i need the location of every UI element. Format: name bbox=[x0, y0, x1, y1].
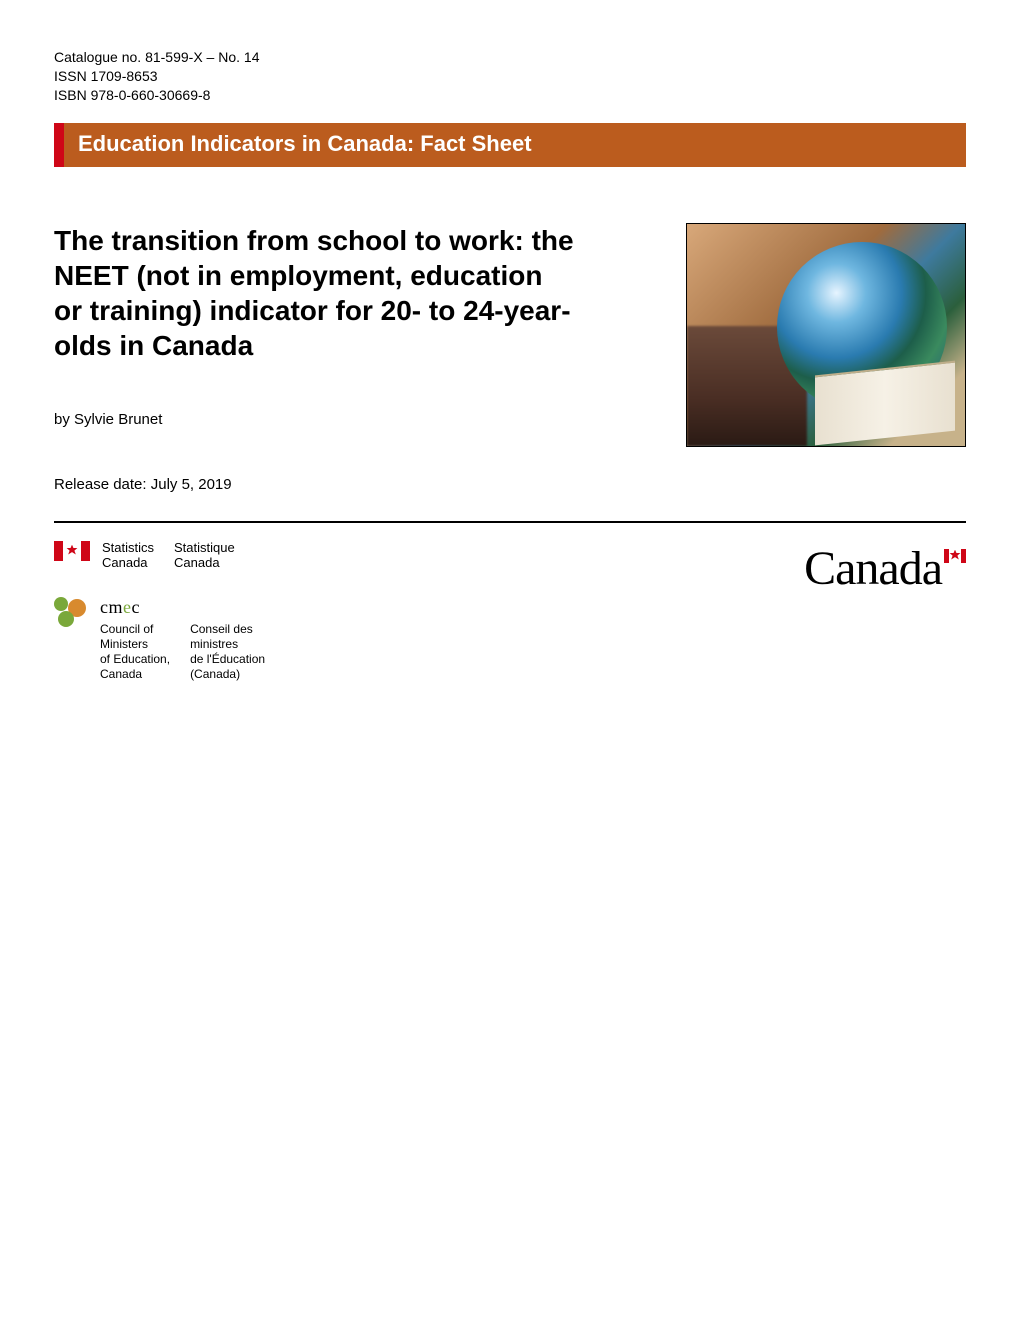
statcan-en-line1: Statistics bbox=[102, 541, 154, 556]
cmec-french: Conseil des ministres de l'Éducation (Ca… bbox=[190, 622, 265, 682]
cmec-logo: cmec Council of Ministers of Education, … bbox=[54, 597, 265, 682]
wordmark-flag-bar-right bbox=[961, 549, 966, 563]
issn: ISSN 1709-8653 bbox=[54, 67, 966, 86]
main-left-column: The transition from school to work: the … bbox=[54, 223, 686, 521]
cmec-text-block: cmec Council of Ministers of Education, … bbox=[100, 597, 265, 682]
series-banner: Education Indicators in Canada: Fact She… bbox=[54, 123, 966, 167]
cmec-wordmark: cmec bbox=[100, 597, 265, 618]
cmec-c: c bbox=[132, 597, 141, 617]
flag-mid bbox=[63, 541, 81, 561]
wordmark-maple-leaf-icon bbox=[949, 550, 961, 562]
page: Catalogue no. 81-599-X – No. 14 ISSN 170… bbox=[0, 0, 1020, 1320]
cmec-fr-line3: de l'Éducation bbox=[190, 652, 265, 667]
left-logos-column: Statistics Canada Statistique Canada bbox=[54, 541, 265, 682]
statcan-english: Statistics Canada bbox=[102, 541, 154, 571]
main-row: The transition from school to work: the … bbox=[54, 223, 966, 521]
wordmark-flag-bar-left bbox=[944, 549, 949, 563]
canada-wordmark: Canada bbox=[804, 541, 966, 596]
cmec-fr-line2: ministres bbox=[190, 637, 265, 652]
flag-bar-left bbox=[54, 541, 63, 561]
cmec-dot-1 bbox=[54, 597, 68, 611]
statcan-fr-line2: Canada bbox=[174, 556, 235, 571]
statcan-text: Statistics Canada Statistique Canada bbox=[102, 541, 235, 571]
release-date: Release date: July 5, 2019 bbox=[54, 476, 646, 493]
statcan-french: Statistique Canada bbox=[174, 541, 235, 571]
catalogue-block: Catalogue no. 81-599-X – No. 14 ISSN 170… bbox=[54, 48, 966, 105]
statcan-fr-line1: Statistique bbox=[174, 541, 235, 556]
flag-bar-right bbox=[81, 541, 90, 561]
cmec-cm: cm bbox=[100, 597, 123, 617]
cmec-en-line2: Ministers bbox=[100, 637, 170, 652]
cmec-dot-3 bbox=[58, 611, 74, 627]
cmec-fr-line1: Conseil des bbox=[190, 622, 265, 637]
horizontal-divider bbox=[54, 521, 966, 523]
maple-leaf-icon bbox=[66, 545, 78, 557]
cmec-icon bbox=[54, 597, 88, 627]
cmec-en-line4: Canada bbox=[100, 667, 170, 682]
statcan-logo: Statistics Canada Statistique Canada bbox=[54, 541, 265, 571]
cmec-e: e bbox=[123, 597, 132, 617]
catalogue-number: Catalogue no. 81-599-X – No. 14 bbox=[54, 48, 966, 67]
document-title: The transition from school to work: the … bbox=[54, 223, 574, 363]
series-banner-text: Education Indicators in Canada: Fact She… bbox=[78, 131, 532, 156]
logos-row: Statistics Canada Statistique Canada bbox=[54, 541, 966, 682]
cmec-fr-line4: (Canada) bbox=[190, 667, 265, 682]
cover-image bbox=[686, 223, 966, 447]
statcan-en-line2: Canada bbox=[102, 556, 154, 571]
cmec-bilingual-text: Council of Ministers of Education, Canad… bbox=[100, 622, 265, 682]
cmec-english: Council of Ministers of Education, Canad… bbox=[100, 622, 170, 682]
canada-wordmark-flag-icon bbox=[944, 549, 966, 563]
cmec-en-line1: Council of bbox=[100, 622, 170, 637]
open-book-shape bbox=[815, 360, 955, 445]
isbn: ISBN 978-0-660-30669-8 bbox=[54, 86, 966, 105]
canada-flag-icon bbox=[54, 541, 90, 561]
canada-wordmark-text: Canada bbox=[804, 541, 942, 596]
author-line: by Sylvie Brunet bbox=[54, 411, 646, 428]
cmec-en-line3: of Education, bbox=[100, 652, 170, 667]
